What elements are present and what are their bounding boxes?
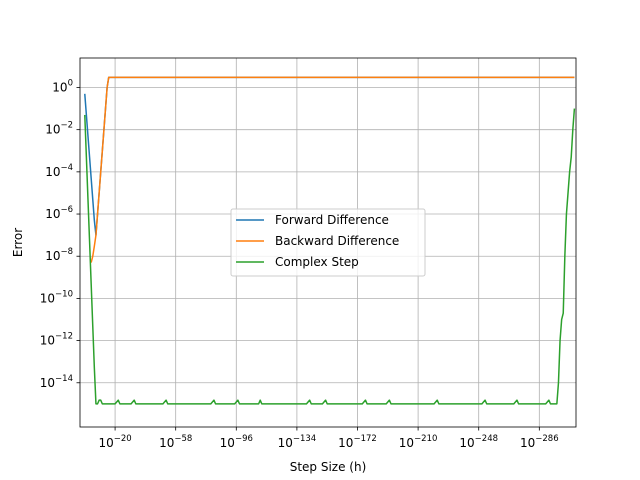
x-tick-label: 10−20	[98, 434, 131, 450]
x-tick-label: 10−58	[159, 434, 192, 450]
y-ticks: 100 10−2 10−4 10−6 10−8 10−10 10−12 10−14	[40, 78, 80, 390]
y-tick-label: 10−8	[45, 247, 73, 263]
x-tick-label: 10−134	[278, 434, 317, 450]
x-tick-label: 10−172	[338, 434, 377, 450]
legend-label-1: Backward Difference	[275, 234, 399, 248]
y-tick-label: 10−4	[45, 163, 73, 179]
y-tick-label: 100	[52, 78, 73, 94]
series-line-1	[90, 76, 575, 263]
grid	[80, 58, 576, 427]
x-axis-label: Step Size (h)	[290, 460, 367, 474]
plot-frame	[79, 57, 577, 428]
series-line-2	[84, 108, 576, 405]
legend: Forward Difference Backward Difference Com…	[230, 208, 426, 277]
y-tick-label: 10−12	[40, 332, 73, 348]
x-ticks: 10−20 10−58 10−96 10−134 10−172 10−210 10−248 1…	[98, 427, 559, 450]
y-tick-label: 10−2	[45, 121, 73, 137]
x-tick-label: 10−96	[220, 434, 253, 450]
x-tick-label: 10−248	[459, 434, 498, 450]
series-layer	[84, 76, 576, 405]
x-tick-label: 10−286	[520, 434, 559, 450]
y-axis-label: Error	[11, 228, 25, 257]
legend-label-2: Complex Step	[275, 255, 359, 269]
y-tick-label: 10−10	[40, 289, 73, 305]
y-tick-label: 10−14	[40, 374, 73, 390]
y-tick-label: 10−6	[45, 205, 73, 221]
legend-box	[230, 208, 426, 277]
x-tick-label: 10−210	[399, 434, 438, 450]
legend-label-0: Forward Difference	[275, 213, 389, 227]
